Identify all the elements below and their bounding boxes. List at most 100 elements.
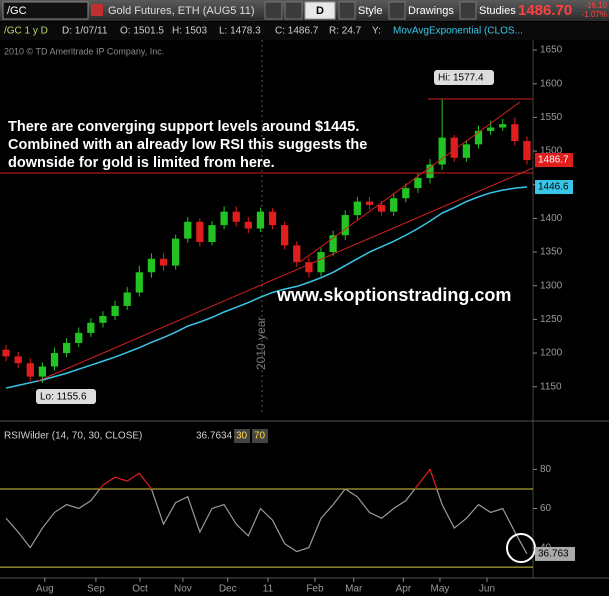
candle-body — [402, 188, 410, 199]
level-label: 70 — [254, 431, 266, 442]
candle-body — [499, 124, 507, 128]
annotation: There are converging support levels arou… — [8, 119, 359, 135]
price-box-label: 1446.6 — [538, 182, 569, 193]
candle-body — [172, 238, 180, 266]
candle-body — [2, 349, 10, 357]
chart-icon[interactable] — [338, 1, 356, 20]
candle-body — [305, 262, 313, 273]
last-price: 1486.70 — [518, 2, 572, 19]
candle-body — [87, 322, 95, 333]
price-box — [535, 180, 573, 195]
x-tick-label: Apr — [396, 584, 412, 595]
x-tick-label: May — [431, 584, 450, 595]
y-tick-label: 80 — [540, 464, 552, 475]
rsi-line — [5, 468, 528, 555]
info-date: D: 1/07/11 — [62, 26, 108, 37]
style-button[interactable]: Style — [358, 5, 382, 17]
info-y: Y: — [372, 26, 381, 37]
y-tick-label: 1550 — [540, 112, 563, 123]
studies-icon[interactable] — [459, 1, 477, 20]
x-tick-label: Sep — [87, 584, 105, 595]
drawings-button[interactable]: Drawings — [408, 5, 454, 17]
candle-body — [450, 137, 458, 158]
info-high: H: 1503 — [172, 26, 207, 37]
candle-body — [220, 211, 228, 226]
candle-body — [196, 221, 204, 242]
candle-body — [281, 225, 289, 246]
level-box — [234, 429, 250, 443]
copyright: 2010 © TD Ameritrade IP Company, Inc. — [4, 46, 164, 56]
candle-body — [159, 258, 168, 266]
candle-body — [523, 140, 531, 161]
infobar — [0, 22, 609, 40]
candle-body — [111, 305, 119, 317]
y-tick-label: 1250 — [540, 314, 563, 325]
annotation: Combined with an already low RSI this su… — [8, 137, 367, 153]
x-tick-label: Nov — [174, 584, 192, 595]
watermark: www.skoptionstrading.com — [276, 285, 511, 305]
rsi-title: RSIWilder (14, 70, 30, CLOSE) — [4, 431, 142, 442]
y-tick-label: 1600 — [540, 78, 563, 89]
link-button[interactable] — [264, 1, 283, 20]
x-tick-label: 11 — [263, 584, 274, 595]
candle-body — [390, 198, 398, 212]
trend-line — [37, 167, 534, 382]
y-tick-label: 1500 — [540, 146, 563, 157]
candle-body — [329, 235, 337, 253]
candle-body — [184, 221, 192, 239]
candle-body — [135, 272, 143, 293]
chart-id: /GC 1 y D — [4, 26, 48, 37]
candle-body — [256, 211, 265, 229]
candle-body — [208, 225, 216, 242]
candle-body — [14, 356, 22, 364]
description: Gold Futures, ETH (AUG5 11) — [108, 5, 255, 17]
symbol: /GC — [7, 5, 27, 17]
candle-body — [99, 316, 107, 323]
y-tick-label: 1650 — [540, 45, 563, 56]
candle-body — [462, 144, 471, 158]
y-tick-label: 60 — [540, 503, 552, 514]
x-tick-label: Jun — [479, 584, 495, 595]
candle-body — [123, 292, 131, 306]
candle-body — [244, 221, 252, 229]
level-label: 30 — [236, 431, 248, 442]
candle-body — [341, 215, 349, 236]
y-tick-label: 1400 — [540, 213, 563, 224]
info-close: C: 1486.7 — [275, 26, 319, 37]
study-label: MovAvgExponential (CLOS... — [393, 26, 523, 37]
y-tick-label: 1300 — [540, 280, 563, 291]
candle-body — [38, 366, 47, 377]
price-box-label: 1486.7 — [538, 155, 569, 166]
symbol-input[interactable] — [2, 1, 89, 20]
candle-body — [147, 258, 156, 273]
x-tick-label: Mar — [345, 584, 363, 595]
ema-line — [5, 186, 528, 389]
candle-body — [353, 201, 361, 216]
year-marker: 2010 year — [254, 317, 268, 370]
info-low: L: 1478.3 — [219, 26, 261, 37]
candle-body — [50, 353, 59, 367]
change-pct: -1.07% — [582, 10, 607, 19]
x-tick-label: Aug — [36, 584, 54, 595]
info-open: O: 1501.5 — [120, 26, 164, 37]
candle-body — [365, 201, 374, 205]
candle-body — [511, 124, 519, 141]
annotation: downside for gold is limited from here. — [8, 155, 275, 171]
y-tick-label: 1350 — [540, 247, 563, 258]
candle-body — [426, 164, 434, 179]
settings-button[interactable] — [284, 1, 303, 20]
hi-label: Hi: 1577.4 — [438, 73, 484, 84]
level-box — [252, 429, 268, 443]
studies-button[interactable]: Studies — [479, 5, 516, 17]
rsi-value: 36.7634 — [196, 431, 233, 442]
icon[interactable] — [91, 4, 103, 16]
x-tick-label: Feb — [306, 584, 324, 595]
aggregation-button[interactable] — [304, 1, 336, 20]
candle-body — [438, 137, 446, 165]
candle-body — [26, 363, 34, 377]
candle-body — [317, 252, 325, 273]
x-tick-label: Oct — [132, 584, 148, 595]
candle-body — [293, 245, 301, 263]
drawings-icon[interactable] — [388, 1, 406, 20]
